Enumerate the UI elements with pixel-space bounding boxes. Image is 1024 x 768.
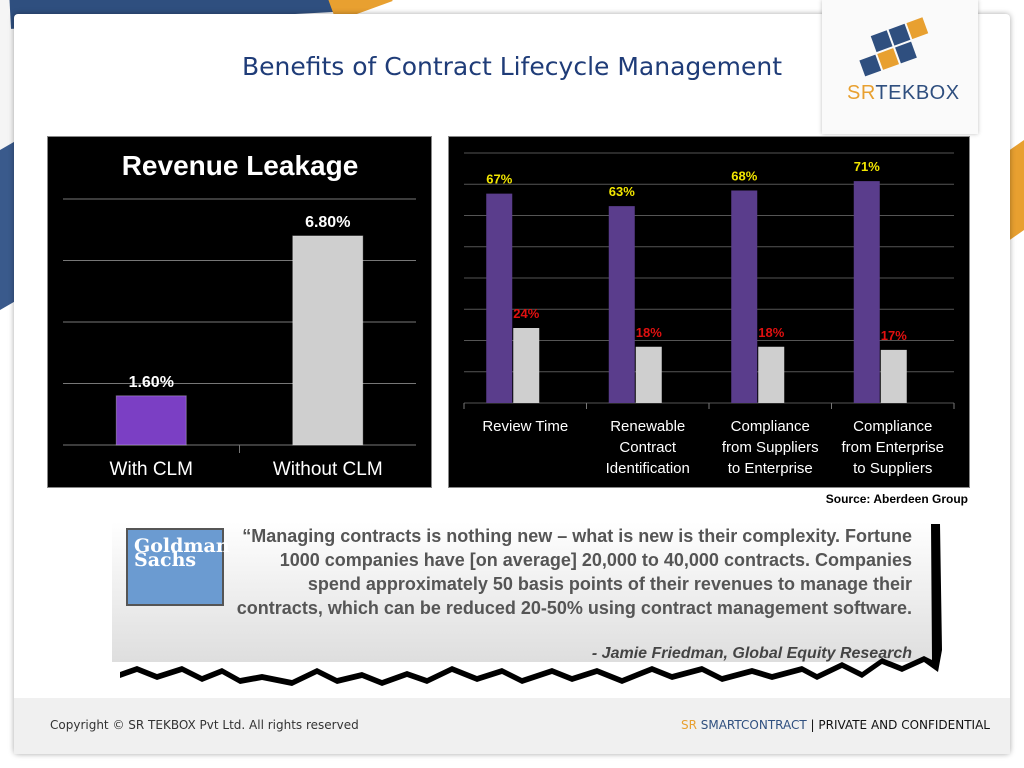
logo-squares-icon — [859, 17, 929, 77]
data-label: 1.60% — [129, 374, 174, 391]
bar-0 — [115, 395, 187, 446]
bar-series1-0 — [486, 193, 513, 403]
quote-attribution: - Jamie Friedman, Global Equity Research — [591, 645, 912, 662]
category-label: from Suppliers — [722, 439, 819, 456]
bar-series2-3 — [880, 349, 907, 403]
category-label: to Suppliers — [853, 460, 932, 477]
clm-benefits-chart-panel: 67% 24% Review Time 63% 18% Renewable Contract… — [448, 136, 970, 488]
revenue-leakage-chart: Revenue Leakage 1.60% With CLM 6.80% Without… — [63, 150, 416, 480]
clm-benefits-chart: 67% 24% Review Time 63% 18% Renewable Contract… — [463, 152, 955, 477]
revenue-leakage-chart-panel: Revenue Leakage 1.60% With CLM 6.80% Without… — [47, 136, 432, 488]
footer-brand: SR SMARTCONTRACT | PRIVATE AND CONFIDENT… — [681, 718, 990, 732]
category-label: Compliance — [731, 418, 810, 435]
category-label: from Enterprise — [841, 439, 944, 456]
category-label: Compliance — [853, 418, 932, 435]
chart-source: Source: Aberdeen Group — [825, 492, 968, 506]
bar-series1-3 — [853, 181, 880, 403]
logo-box — [822, 0, 978, 134]
bar-series2-1 — [635, 346, 662, 403]
data-label-series2: 18% — [636, 325, 662, 340]
goldman-sachs-logo: Goldman Sachs — [126, 528, 230, 606]
footer-bar — [14, 698, 1010, 754]
footer-brand-sr: SR — [680, 718, 697, 732]
quote-paper-background — [112, 522, 942, 686]
category-label: Identification — [606, 460, 690, 477]
gs-logo-line1: Goldman — [134, 535, 230, 557]
logo-wordmark: SRTEKBOX — [847, 82, 960, 105]
bar-series2-2 — [758, 346, 785, 403]
category-label: Review Time — [482, 418, 568, 435]
slide-title: Benefits of Contract Lifecycle Managemen… — [0, 52, 1024, 81]
data-label: 6.80% — [305, 214, 350, 231]
data-label-series1: 71% — [854, 159, 880, 174]
data-label-series1: 67% — [486, 172, 512, 187]
bar-series2-0 — [513, 328, 540, 403]
data-label-series2: 18% — [758, 325, 784, 340]
category-label: to Enterprise — [728, 460, 813, 477]
logo-sr: SR — [847, 82, 876, 104]
category-label: Renewable — [610, 418, 685, 435]
bar-series1-2 — [731, 190, 758, 403]
category-label: With CLM — [110, 459, 193, 480]
gs-logo-line2: Sachs — [134, 549, 197, 571]
slide-title-text: Benefits of Contract Lifecycle Managemen… — [241, 52, 783, 81]
logo-tekbox: TEKBOX — [875, 82, 960, 104]
quote-text: “Managing contracts is nothing new – wha… — [236, 526, 912, 618]
category-label: Contract — [619, 439, 677, 456]
footer-brand-rest: | PRIVATE AND CONFIDENTIAL — [806, 718, 990, 732]
footer-brand-smartcontract: SMARTCONTRACT — [700, 718, 807, 732]
data-label-series1: 68% — [731, 169, 757, 184]
data-label-series2: 17% — [881, 328, 907, 343]
category-label: Without CLM — [273, 459, 383, 480]
data-label-series2: 24% — [513, 306, 539, 321]
bar-1 — [292, 235, 364, 446]
chart-title: Revenue Leakage — [122, 150, 359, 181]
data-label-series1: 63% — [609, 184, 635, 199]
bar-series1-1 — [608, 206, 635, 403]
footer-copyright: Copyright © SR TEKBOX Pvt Ltd. All right… — [50, 718, 359, 732]
